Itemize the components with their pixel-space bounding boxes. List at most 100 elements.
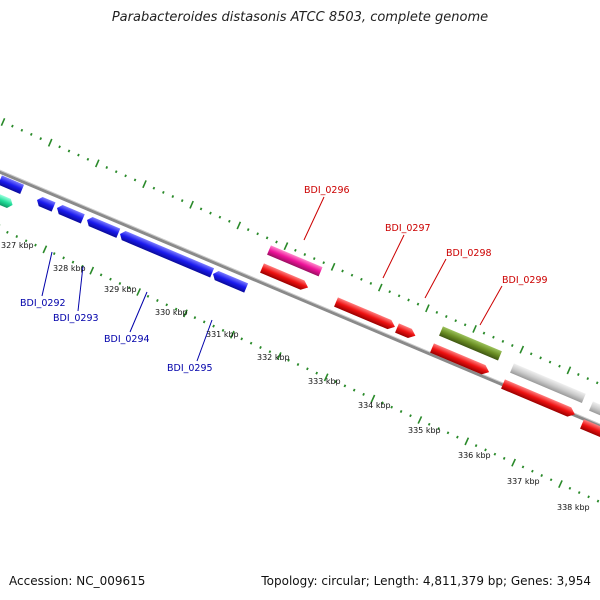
gene-label[interactable]: BDI_0297 xyxy=(385,223,431,234)
gene-arrow[interactable] xyxy=(580,419,600,438)
major-tick xyxy=(236,221,242,230)
gene-arrow[interactable] xyxy=(395,323,417,340)
minor-tick xyxy=(171,195,175,198)
gene-arrow[interactable] xyxy=(0,175,25,194)
minor-tick xyxy=(315,371,319,375)
minor-tick xyxy=(268,350,272,354)
gene-arrow[interactable] xyxy=(501,379,577,419)
minor-tick xyxy=(114,170,118,174)
minor-tick xyxy=(11,124,14,128)
gene-label[interactable]: BDI_0294 xyxy=(104,334,150,345)
minor-tick xyxy=(58,145,61,149)
scale-label: 333 kbp xyxy=(308,377,341,386)
minor-tick xyxy=(484,448,487,452)
gene-arrow[interactable] xyxy=(118,229,215,278)
minor-tick xyxy=(595,381,599,385)
minor-tick xyxy=(444,315,448,318)
minor-tick xyxy=(362,392,365,396)
gene-arrow[interactable] xyxy=(260,263,310,292)
major-tick xyxy=(136,288,142,296)
minor-tick xyxy=(501,339,505,343)
minor-tick xyxy=(334,380,337,384)
minor-tick xyxy=(193,316,197,320)
minor-tick xyxy=(15,235,19,238)
minor-tick xyxy=(360,277,363,281)
scale-labels: 327 kbp 328 kbp 329 kbp 330 kbp 331 kbp … xyxy=(1,241,590,512)
minor-tick xyxy=(99,273,103,277)
minor-tick xyxy=(341,269,344,273)
minor-tick xyxy=(397,294,401,298)
minor-tick xyxy=(259,346,262,349)
minor-tick xyxy=(39,137,43,141)
minor-tick xyxy=(350,273,354,277)
minor-tick xyxy=(81,264,84,268)
minor-tick xyxy=(454,319,458,323)
minor-tick xyxy=(212,324,215,328)
minor-tick xyxy=(596,499,600,503)
minor-tick xyxy=(343,384,347,388)
scale-label: 327 kbp xyxy=(1,241,34,250)
scale-label: 336 kbp xyxy=(458,451,491,460)
gene-arrow[interactable] xyxy=(430,343,491,376)
gene-arrow[interactable] xyxy=(0,193,15,209)
scale-label: 329 kbp xyxy=(104,285,137,294)
minor-tick xyxy=(275,240,278,244)
minor-tick xyxy=(71,260,75,264)
gene-label[interactable]: BDI_0296 xyxy=(304,185,350,196)
major-tick xyxy=(183,309,188,318)
gene-arrow[interactable] xyxy=(439,326,502,361)
gene-label[interactable]: BDI_0299 xyxy=(502,275,548,286)
major-tick xyxy=(142,180,147,189)
gene-arrow[interactable] xyxy=(85,215,121,238)
minor-tick xyxy=(303,253,307,256)
minor-tick xyxy=(265,236,269,240)
minor-tick xyxy=(322,261,326,265)
minor-tick xyxy=(369,281,373,285)
label-leaders xyxy=(41,196,503,362)
gene-arrow[interactable] xyxy=(267,245,323,277)
gene-arrow[interactable] xyxy=(589,401,600,419)
minor-tick xyxy=(29,132,33,136)
minor-tick xyxy=(62,256,65,260)
minor-tick xyxy=(118,282,122,285)
major-tick xyxy=(511,458,517,467)
gene-arrow[interactable] xyxy=(55,203,85,224)
gene-labels: BDI_0292 BDI_0293 BDI_0294 BDI_0295 BDI_… xyxy=(20,185,548,374)
minus-strand-genes xyxy=(0,175,249,293)
major-tick xyxy=(330,262,336,271)
minor-tick xyxy=(296,363,300,366)
minor-tick xyxy=(146,294,150,298)
scale-label: 330 kbp xyxy=(155,308,188,317)
minor-tick xyxy=(586,377,590,381)
minor-tick xyxy=(52,252,56,256)
major-tick xyxy=(323,373,329,382)
gene-label[interactable]: BDI_0298 xyxy=(446,248,492,259)
gene-label[interactable]: BDI_0293 xyxy=(53,313,99,324)
minor-tick xyxy=(67,149,71,153)
gene-arrow[interactable] xyxy=(211,269,249,293)
gene-arrow[interactable] xyxy=(35,195,56,212)
minor-tick xyxy=(133,178,137,182)
gene-arrow[interactable] xyxy=(510,363,586,403)
minor-tick xyxy=(463,323,467,327)
minor-tick xyxy=(407,298,410,302)
gene-arrow[interactable] xyxy=(334,297,397,331)
minor-tick xyxy=(437,427,440,430)
minor-tick xyxy=(109,277,112,281)
major-tick xyxy=(558,480,563,489)
scale-label: 338 kbp xyxy=(557,503,590,512)
inner-tick-track xyxy=(0,224,600,503)
minor-tick xyxy=(568,486,572,490)
minor-tick xyxy=(399,410,403,413)
minor-tick xyxy=(549,478,553,482)
minor-tick xyxy=(474,444,478,448)
major-tick xyxy=(0,117,6,127)
gene-label[interactable]: BDI_0292 xyxy=(20,298,66,309)
minor-tick xyxy=(156,299,159,302)
genome-backbone xyxy=(0,170,600,428)
minor-tick xyxy=(294,248,297,252)
minor-tick xyxy=(531,469,534,473)
gene-label[interactable]: BDI_0295 xyxy=(167,363,213,374)
minor-tick xyxy=(446,431,450,435)
